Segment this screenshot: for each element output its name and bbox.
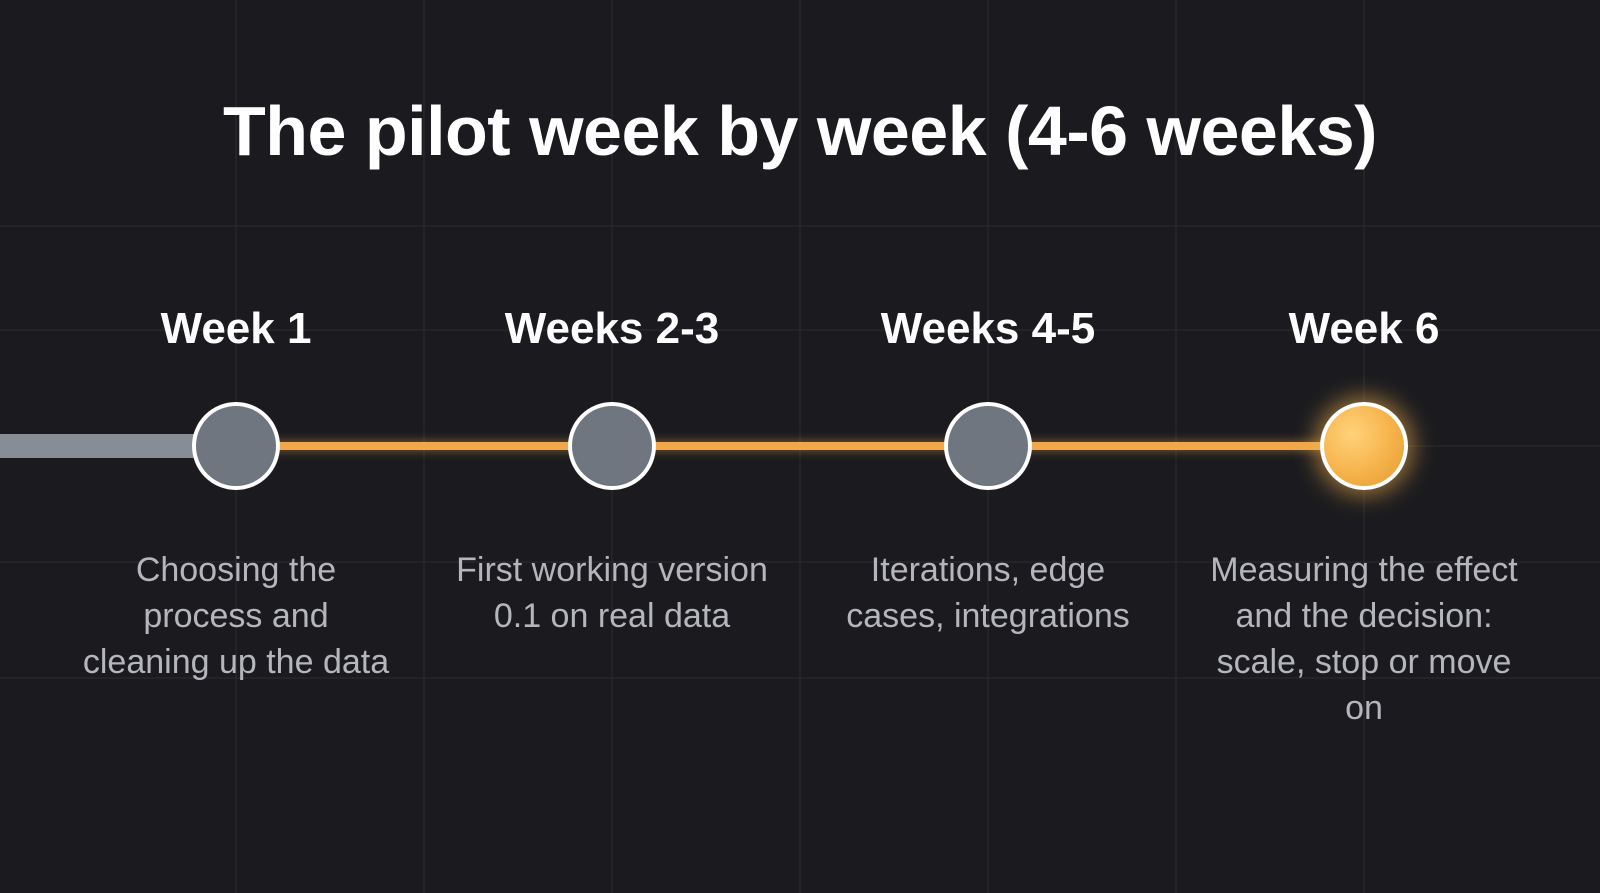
timeline-stage-week-1: Week 1 Choosing the process and cleaning… xyxy=(56,0,416,893)
timeline-node xyxy=(568,402,656,490)
timeline-stage-weeks-2-3: Weeks 2-3 First working version 0.1 on r… xyxy=(432,0,792,893)
timeline-node-active xyxy=(1320,402,1408,490)
timeline-stage-week-6: Week 6 Measuring the effect and the deci… xyxy=(1184,0,1544,893)
timeline-stage-weeks-4-5: Weeks 4-5 Iterations, edge cases, integr… xyxy=(808,0,1168,893)
stage-label: Weeks 2-3 xyxy=(504,304,720,353)
stage-label: Week 6 xyxy=(1288,304,1440,353)
stage-label: Week 1 xyxy=(160,304,312,353)
timeline-track-start xyxy=(0,434,200,458)
timeline-track-progress xyxy=(236,442,1362,450)
stage-label: Weeks 4-5 xyxy=(880,304,1096,353)
page-title: The pilot week by week (4-6 weeks) xyxy=(223,92,1378,170)
stage-description: Iterations, edge cases, integrations xyxy=(846,551,1130,635)
stage-description: Measuring the effect and the decision: s… xyxy=(1210,551,1518,727)
stage-description: Choosing the process and cleaning up the… xyxy=(82,551,390,681)
timeline-node xyxy=(944,402,1032,490)
stage-description: First working version 0.1 on real data xyxy=(456,551,768,635)
timeline-node xyxy=(192,402,280,490)
